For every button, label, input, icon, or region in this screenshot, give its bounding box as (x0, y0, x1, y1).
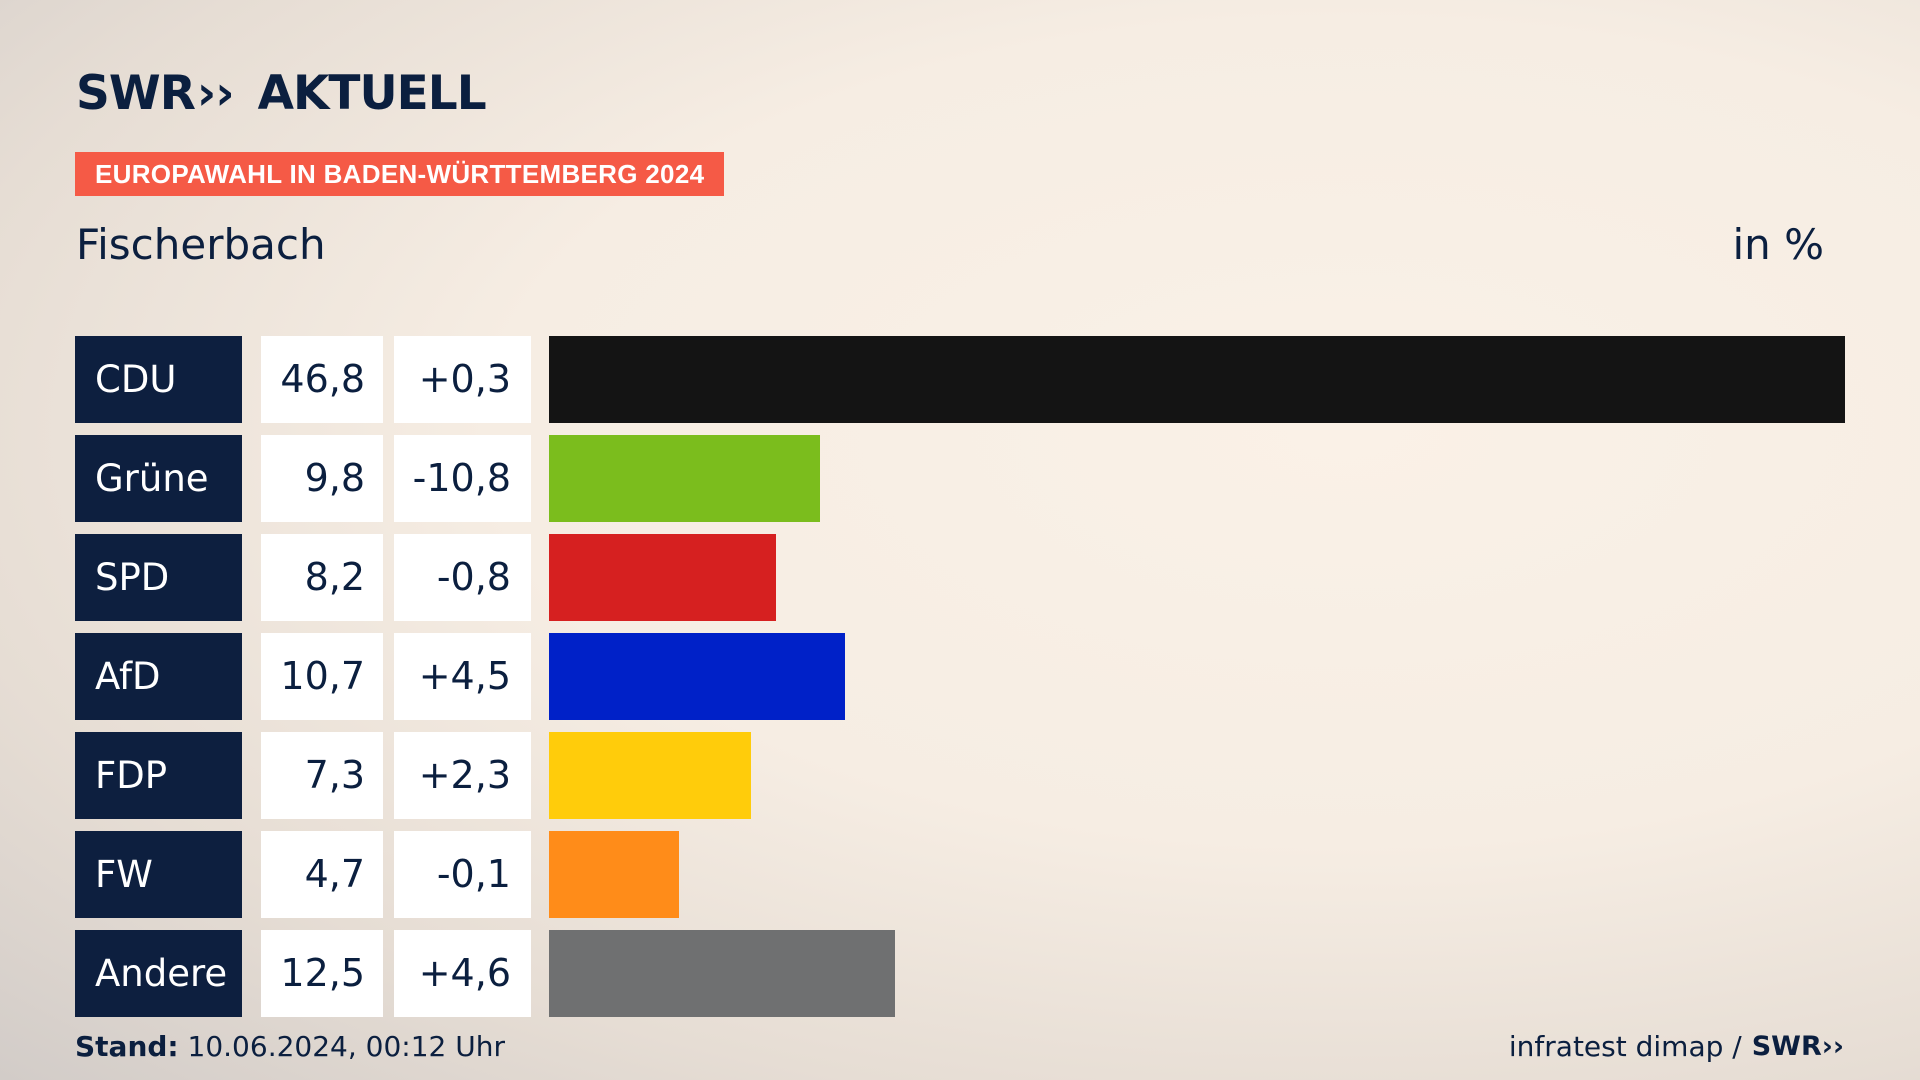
vote-share-label: 10,7 (261, 633, 383, 720)
change-label: +4,5 (394, 633, 531, 720)
change-label: +0,3 (394, 336, 531, 423)
result-bar (549, 732, 751, 819)
stand-value: 10.06.2024, 00:12 Uhr (187, 1030, 505, 1063)
change-label: +2,3 (394, 732, 531, 819)
unit-label: in % (1732, 220, 1824, 269)
result-bar (549, 435, 820, 522)
party-name: Grüne (75, 435, 242, 522)
municipality-title: Fischerbach (76, 220, 326, 269)
party-name: FW (75, 831, 242, 918)
vote-share-label: 8,2 (261, 534, 383, 621)
timestamp: Stand: 10.06.2024, 00:12 Uhr (75, 1030, 505, 1063)
party-name: AfD (75, 633, 242, 720)
party-name: SPD (75, 534, 242, 621)
result-bar (549, 633, 845, 720)
change-label: -10,8 (394, 435, 531, 522)
result-bar (549, 930, 895, 1017)
vote-share-label: 7,3 (261, 732, 383, 819)
swr-aktuell-logo: SWR ›› AKTUELL (76, 66, 487, 121)
swr-mini-logo-icon: SWR›› (1751, 1031, 1844, 1062)
logo-chevron-icon: ›› (196, 66, 235, 121)
change-label: -0,1 (394, 831, 531, 918)
logo-swr-text: SWR (76, 66, 196, 121)
result-bar (549, 831, 679, 918)
vote-share-label: 46,8 (261, 336, 383, 423)
result-bar (549, 534, 776, 621)
result-bar (549, 336, 1845, 423)
change-label: -0,8 (394, 534, 531, 621)
election-badge: EUROPAWAHL IN BADEN-WÜRTTEMBERG 2024 (75, 152, 725, 196)
vote-share-label: 4,7 (261, 831, 383, 918)
change-label: +4,6 (394, 930, 531, 1017)
logo-aktuell-text: AKTUELL (257, 66, 487, 121)
party-name: FDP (75, 732, 242, 819)
vote-share-label: 12,5 (261, 930, 383, 1017)
party-name: Andere (75, 930, 242, 1017)
stand-label: Stand: (75, 1030, 179, 1063)
source-text: infratest dimap / (1508, 1030, 1742, 1063)
party-name: CDU (75, 336, 242, 423)
vote-share-label: 9,8 (261, 435, 383, 522)
source-credit: infratest dimap / SWR›› (1509, 1030, 1844, 1063)
